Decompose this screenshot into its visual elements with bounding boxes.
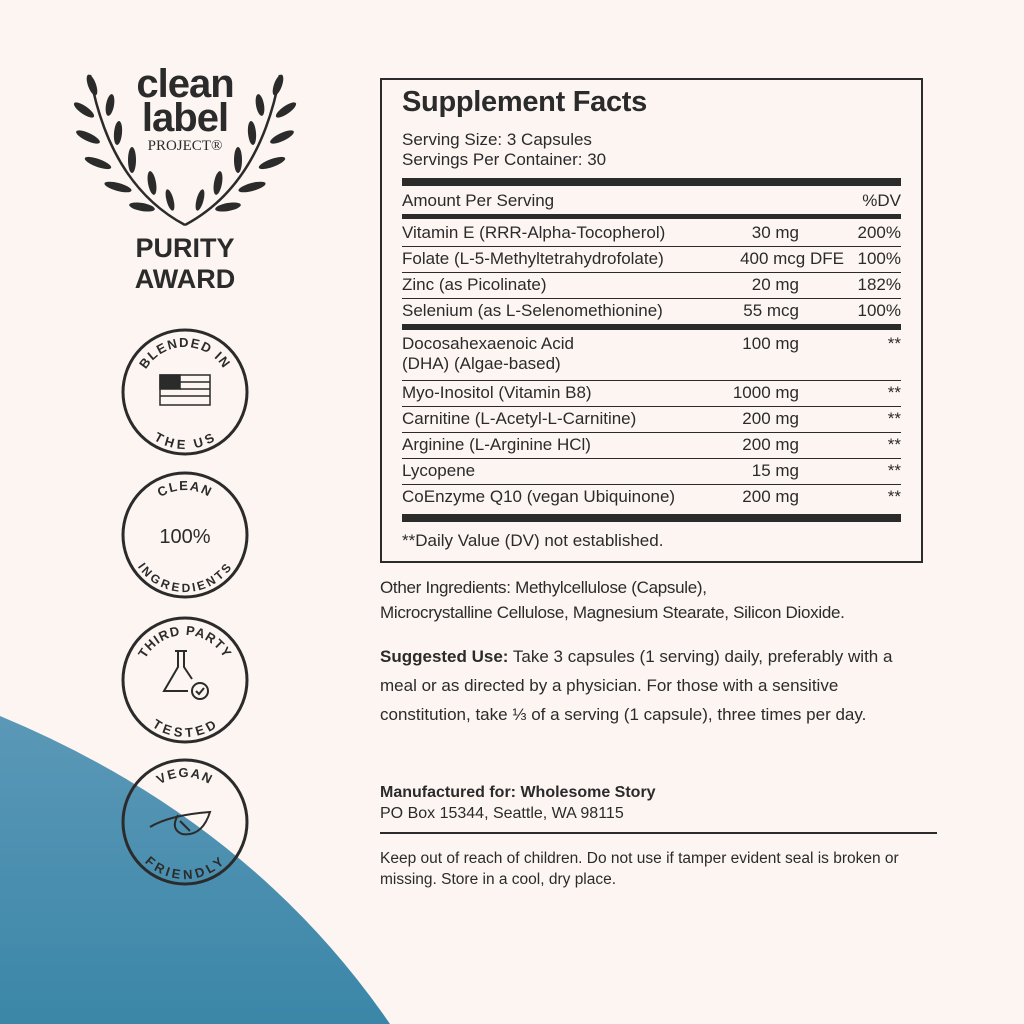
dv-footnote: **Daily Value (DV) not established. (402, 531, 664, 550)
nutrient-amount: 1000 mg (732, 383, 799, 402)
divider (402, 324, 901, 330)
flask-check-icon (162, 650, 209, 700)
warning-text: Keep out of reach of children. Do not us… (380, 850, 899, 888)
nutrient-dv: ** (887, 487, 901, 506)
servings-per-container: Servings Per Container: 30 (402, 150, 607, 169)
nutrient-name: Carnitine (L-Acetyl-L-Carnitine) (402, 409, 637, 428)
facts-title: Supplement Facts (402, 86, 647, 118)
nutrient-name: Folate (L-5-Methyltetrahydrofolate) (402, 249, 664, 268)
row-divider (402, 272, 901, 273)
other-ingredients: Other Ingredients: Methylcellulose (Caps… (380, 578, 845, 622)
row-divider (402, 484, 901, 485)
svg-text:VEGAN: VEGAN (154, 765, 216, 787)
leaf-icon (149, 810, 212, 836)
nutrient-name: Selenium (as L-Selenomethionine) (402, 301, 663, 320)
row-divider (402, 380, 901, 381)
row-divider (402, 458, 901, 459)
badge-100-percent: 100% (159, 526, 210, 548)
nutrient-amount: 100 mg (742, 334, 799, 353)
badge-vegan-friendly: VEGAN FRIENDLY (121, 758, 249, 886)
nutrient-amount: 15 mg (751, 461, 799, 480)
laurel-wreath-icon (73, 73, 299, 227)
svg-text:CLEAN: CLEAN (155, 478, 215, 500)
logo-project: PROJECT® (147, 138, 223, 154)
nutrient-dv: ** (887, 435, 901, 454)
us-flag-icon (159, 374, 211, 406)
nutrient-amount: 20 mg (751, 275, 799, 294)
divider (402, 214, 901, 219)
award-line1: PURITY (135, 233, 235, 263)
serving-size: Serving Size: 3 Capsules (402, 130, 592, 149)
nutrient-amount: 200 mg (742, 487, 799, 506)
svg-text:INGREDIENTS: INGREDIENTS (135, 560, 235, 595)
nutrient-name: Zinc (as Picolinate) (402, 275, 547, 294)
nutrient-name: Lycopene (402, 461, 476, 480)
badge-blended-in-us: BLENDED IN THE US (121, 328, 249, 456)
nutrient-name: Myo-Inositol (Vitamin B8) (402, 383, 592, 402)
manufacturer: Manufactured for: Wholesome Story PO Box… (380, 784, 656, 822)
nutrient-amount: 400 mcg DFE (740, 249, 844, 268)
award-line2: AWARD (134, 264, 236, 294)
supplement-facts-panel: Supplement Facts Serving Size: 3 Capsule… (380, 78, 923, 563)
nutrient-dv: 182% (857, 275, 901, 294)
logo-clean: clean (136, 62, 234, 106)
nutrient-dv: ** (887, 461, 901, 480)
nutrient-dv: 100% (857, 301, 901, 320)
nutrient-amount: 200 mg (742, 409, 799, 428)
badge-third-party-tested: THIRD PARTY TESTED (121, 616, 249, 744)
nutrient-amount: 55 mcg (743, 301, 799, 320)
row-divider (402, 432, 901, 433)
nutrient-amount: 200 mg (742, 435, 799, 454)
row-divider (402, 298, 901, 299)
nutrient-name: Vitamin E (RRR-Alpha-Tocopherol) (402, 223, 666, 242)
row-divider (402, 406, 901, 407)
nutrient-dv: ** (887, 334, 901, 353)
nutrient-dv: ** (887, 409, 901, 428)
svg-text:THE US: THE US (152, 429, 218, 452)
divider (402, 514, 901, 522)
row-divider (402, 246, 901, 247)
nutrient-name: Arginine (L-Arginine HCl) (402, 435, 591, 454)
badge-clean-ingredients: CLEAN INGREDIENTS 100% (121, 471, 249, 599)
nutrient-dv: ** (887, 383, 901, 402)
nutrient-name: CoEnzyme Q10 (vegan Ubiquinone) (402, 487, 676, 506)
divider (402, 178, 901, 186)
nutrient-name: Docosahexaenoic Acid (DHA) (Algae-based) (402, 334, 575, 373)
suggested-use: Suggested Use: Take 3 capsules (1 servin… (380, 647, 893, 724)
divider (380, 832, 937, 834)
logo-label: label (141, 96, 229, 140)
nutrient-amount: 30 mg (751, 223, 799, 242)
nutrient-dv: 200% (857, 223, 901, 242)
nutrient-dv: 100% (857, 249, 901, 268)
